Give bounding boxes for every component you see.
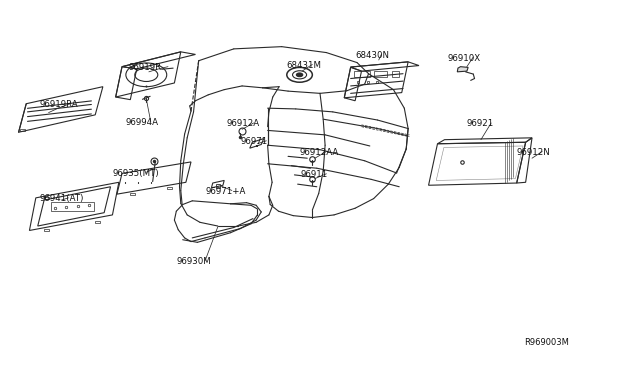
Bar (392, 71, 399, 77)
Text: 96919RA: 96919RA (39, 100, 77, 109)
Text: 96919R: 96919R (129, 63, 161, 72)
Polygon shape (458, 67, 468, 72)
Text: 96912N: 96912N (516, 148, 550, 157)
Text: 96994A: 96994A (125, 119, 158, 128)
Bar (95, 221, 100, 223)
Text: 96941(AT): 96941(AT) (39, 195, 83, 203)
Text: 96971+A: 96971+A (205, 187, 245, 196)
Text: 96935(MT): 96935(MT) (113, 169, 159, 177)
Circle shape (296, 73, 303, 77)
Text: 96910X: 96910X (448, 54, 481, 62)
Bar (51, 202, 94, 211)
Text: R969003M: R969003M (524, 338, 569, 347)
Bar (20, 129, 25, 131)
Text: 96912A: 96912A (226, 119, 259, 128)
Bar (130, 193, 135, 195)
Text: 96921: 96921 (467, 119, 494, 128)
Bar (44, 230, 49, 231)
Text: 96971: 96971 (240, 137, 268, 146)
Text: 96912AA: 96912AA (300, 148, 339, 157)
Text: 68430N: 68430N (355, 51, 389, 60)
Text: 96911: 96911 (301, 170, 328, 179)
Text: 68431M: 68431M (287, 61, 322, 70)
Bar (374, 71, 387, 77)
Text: 96930M: 96930M (176, 257, 211, 266)
Bar (167, 187, 172, 189)
Bar (354, 71, 370, 77)
Bar (44, 197, 49, 199)
